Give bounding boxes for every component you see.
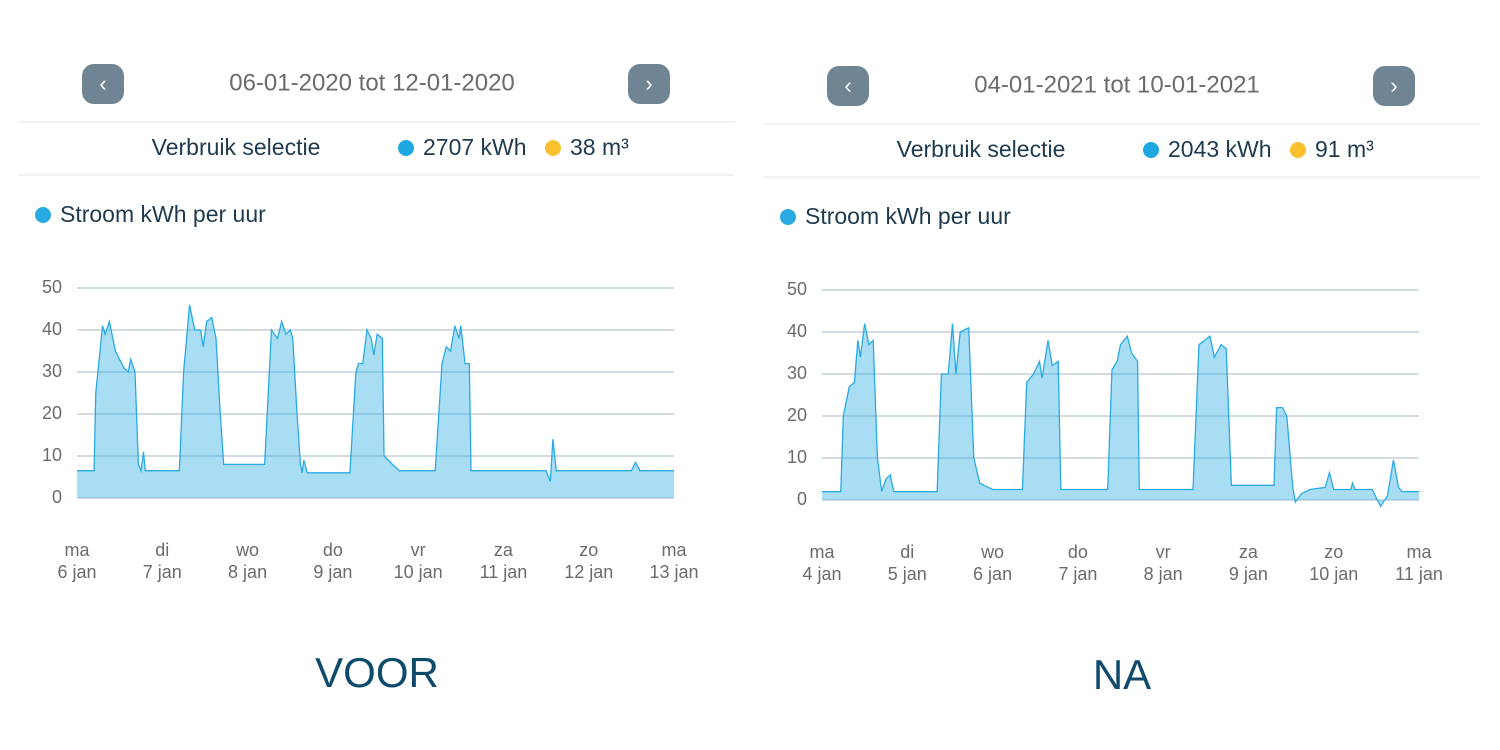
tick-line: za bbox=[494, 540, 514, 560]
legend-dot bbox=[780, 209, 796, 225]
y-tick-label: 50 bbox=[42, 277, 62, 297]
y-tick-label: 50 bbox=[787, 279, 807, 299]
tick-line: ma bbox=[1406, 542, 1432, 562]
tick-line: 6 jan bbox=[973, 564, 1012, 584]
electricity-dot bbox=[398, 140, 414, 156]
tick-line: di bbox=[155, 540, 169, 560]
y-tick-label: 10 bbox=[42, 445, 62, 465]
x-tick-label: di 7 jan bbox=[143, 540, 182, 582]
tick-line: 11 jan bbox=[1395, 564, 1443, 584]
x-tick-label: vr 10 jan bbox=[394, 540, 443, 582]
arrow-icon: ‹ bbox=[99, 71, 106, 96]
nav-button[interactable]: ‹ bbox=[827, 66, 869, 106]
tick-line: 8 jan bbox=[1144, 564, 1183, 584]
area-line bbox=[822, 323, 1419, 508]
tick-line: ma bbox=[809, 542, 835, 562]
date-range: 06-01-2020 tot 12-01-2020 bbox=[229, 69, 515, 96]
legend-dot bbox=[35, 207, 51, 223]
tick-line: wo bbox=[235, 540, 259, 560]
nav-button[interactable]: › bbox=[628, 64, 670, 104]
tick-line: wo bbox=[980, 542, 1004, 562]
tick-line: 7 jan bbox=[143, 562, 182, 582]
area-fill bbox=[77, 304, 674, 498]
y-tick-label: 30 bbox=[42, 361, 62, 381]
button-bg bbox=[82, 64, 124, 104]
tick-line: vr bbox=[1156, 542, 1171, 562]
electricity-dot bbox=[1143, 142, 1159, 158]
caption: VOOR bbox=[315, 649, 439, 696]
tick-line: ma bbox=[661, 540, 687, 560]
x-tick-label: ma 4 jan bbox=[802, 542, 841, 584]
x-tick-label: do 9 jan bbox=[313, 540, 352, 582]
date-range: 04-01-2021 tot 10-01-2021 bbox=[974, 71, 1260, 98]
area-line bbox=[77, 304, 674, 482]
legend-label: Stroom kWh per uur bbox=[60, 201, 266, 227]
y-tick-label: 10 bbox=[787, 447, 807, 467]
nav-button[interactable]: › bbox=[1373, 66, 1415, 106]
tick-line: 11 jan bbox=[480, 562, 528, 582]
button-bg bbox=[827, 66, 869, 106]
summary-label: Verbruik selectie bbox=[152, 134, 321, 160]
x-tick-label: zo 10 jan bbox=[1309, 542, 1358, 584]
tick-line: 7 jan bbox=[1058, 564, 1097, 584]
x-tick-label: di 5 jan bbox=[888, 542, 927, 584]
gas-total: 91 m³ bbox=[1315, 136, 1374, 162]
tick-line: 12 jan bbox=[564, 562, 613, 582]
x-tick-label: do 7 jan bbox=[1058, 542, 1097, 584]
y-tick-label: 0 bbox=[797, 489, 807, 509]
tick-line: 10 jan bbox=[1309, 564, 1358, 584]
x-tick-label: wo 8 jan bbox=[228, 540, 267, 582]
tick-line: za bbox=[1239, 542, 1259, 562]
tick-line: 8 jan bbox=[228, 562, 267, 582]
caption: NA bbox=[1093, 651, 1151, 698]
x-tick-label: vr 8 jan bbox=[1144, 542, 1183, 584]
tick-line: zo bbox=[1324, 542, 1343, 562]
nav-button[interactable]: ‹ bbox=[82, 64, 124, 104]
button-bg bbox=[1373, 66, 1415, 106]
tick-line: 9 jan bbox=[1229, 564, 1268, 584]
gas-total: 38 m³ bbox=[570, 134, 629, 160]
tick-line: 5 jan bbox=[888, 564, 927, 584]
tick-line: 6 jan bbox=[57, 562, 96, 582]
electricity-total: 2043 kWh bbox=[1168, 136, 1272, 162]
y-tick-label: 30 bbox=[787, 363, 807, 383]
tick-line: 10 jan bbox=[394, 562, 443, 582]
tick-line: 9 jan bbox=[313, 562, 352, 582]
electricity-total: 2707 kWh bbox=[423, 134, 527, 160]
arrow-icon: › bbox=[1390, 73, 1397, 98]
gas-dot bbox=[545, 140, 561, 156]
y-tick-label: 20 bbox=[42, 403, 62, 423]
x-tick-label: ma 11 jan bbox=[1395, 542, 1443, 584]
gas-dot bbox=[1290, 142, 1306, 158]
y-tick-label: 20 bbox=[787, 405, 807, 425]
y-tick-label: 40 bbox=[787, 321, 807, 341]
area-fill bbox=[822, 323, 1419, 507]
tick-line: vr bbox=[411, 540, 426, 560]
tick-line: zo bbox=[579, 540, 598, 560]
arrow-icon: ‹ bbox=[844, 73, 851, 98]
x-tick-label: za 9 jan bbox=[1229, 542, 1268, 584]
x-tick-label: wo 6 jan bbox=[973, 542, 1012, 584]
panel: ‹ › 06-01-2020 tot 12-01-2020 Verbruik sele… bbox=[18, 64, 735, 696]
tick-line: do bbox=[323, 540, 343, 560]
x-tick-label: ma 6 jan bbox=[57, 540, 96, 582]
panel: ‹ › 04-01-2021 tot 10-01-2021 Verbruik sele… bbox=[763, 66, 1480, 698]
tick-line: do bbox=[1068, 542, 1088, 562]
tick-line: 4 jan bbox=[802, 564, 841, 584]
x-tick-label: za 11 jan bbox=[480, 540, 528, 582]
tick-line: 13 jan bbox=[649, 562, 698, 582]
button-bg bbox=[628, 64, 670, 104]
y-tick-label: 40 bbox=[42, 319, 62, 339]
x-tick-label: zo 12 jan bbox=[564, 540, 613, 582]
arrow-icon: › bbox=[645, 71, 652, 96]
tick-line: di bbox=[900, 542, 914, 562]
x-tick-label: ma 13 jan bbox=[649, 540, 698, 582]
y-tick-label: 0 bbox=[52, 487, 62, 507]
legend-label: Stroom kWh per uur bbox=[805, 203, 1011, 229]
summary-label: Verbruik selectie bbox=[897, 136, 1066, 162]
tick-line: ma bbox=[64, 540, 90, 560]
